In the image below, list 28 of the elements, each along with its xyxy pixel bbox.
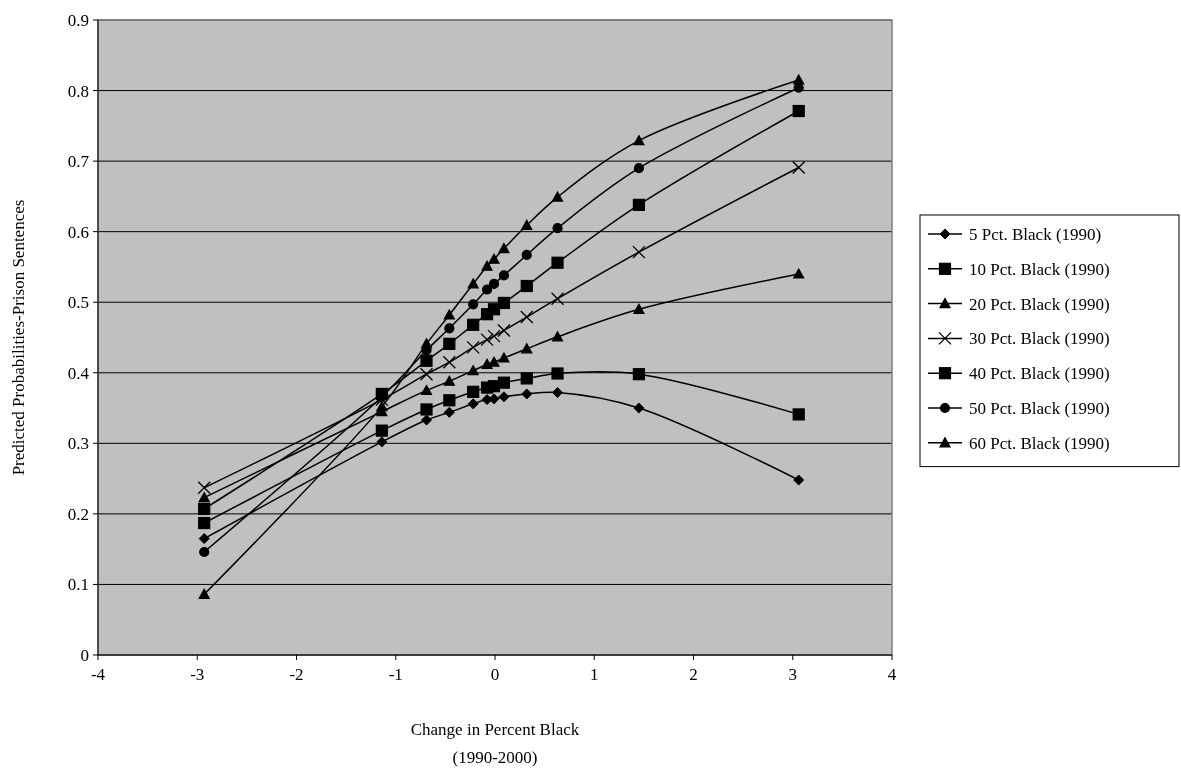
legend-label: 10 Pct. Black (1990) [969, 259, 1110, 279]
x-tick-label: 0 [490, 665, 500, 684]
x-tick-label: -1 [388, 665, 403, 684]
legend-label: 50 Pct. Black (1990) [969, 398, 1110, 418]
x-tick-label: 1 [590, 665, 599, 684]
y-tick-label: 0.9 [67, 10, 89, 30]
legend-label: 20 Pct. Black (1990) [969, 294, 1110, 314]
y-tick-label: 0.8 [67, 81, 89, 101]
x-tick-label: -3 [190, 665, 205, 684]
legend-label: 30 Pct. Black (1990) [969, 329, 1110, 349]
y-tick-label: 0.1 [67, 575, 89, 595]
x-tick-label: -2 [289, 665, 304, 684]
y-tick-label: 0.5 [67, 293, 89, 313]
y-tick-label: 0.6 [67, 222, 89, 242]
y-tick-label: 0.3 [67, 434, 89, 454]
x-tick-label: -4 [90, 665, 106, 684]
y-tick-label: 0 [80, 645, 89, 665]
x-tick-label: 2 [689, 665, 698, 684]
y-axis-title: Predicted Probabilities-Prison Sentences [9, 199, 28, 476]
x-tick-label: 3 [788, 665, 797, 684]
y-tick-label: 0.7 [67, 152, 90, 172]
legend-label: 60 Pct. Black (1990) [969, 433, 1110, 453]
x-axis-title: Change in Percent Black (1990-2000) [410, 720, 580, 767]
legend-label: 40 Pct. Black (1990) [969, 364, 1110, 384]
legend-label: 5 Pct. Black (1990) [969, 224, 1102, 244]
x-tick-label: 4 [887, 665, 897, 684]
y-tick-label: 0.2 [67, 504, 89, 524]
y-tick-label: 0.4 [67, 363, 90, 383]
